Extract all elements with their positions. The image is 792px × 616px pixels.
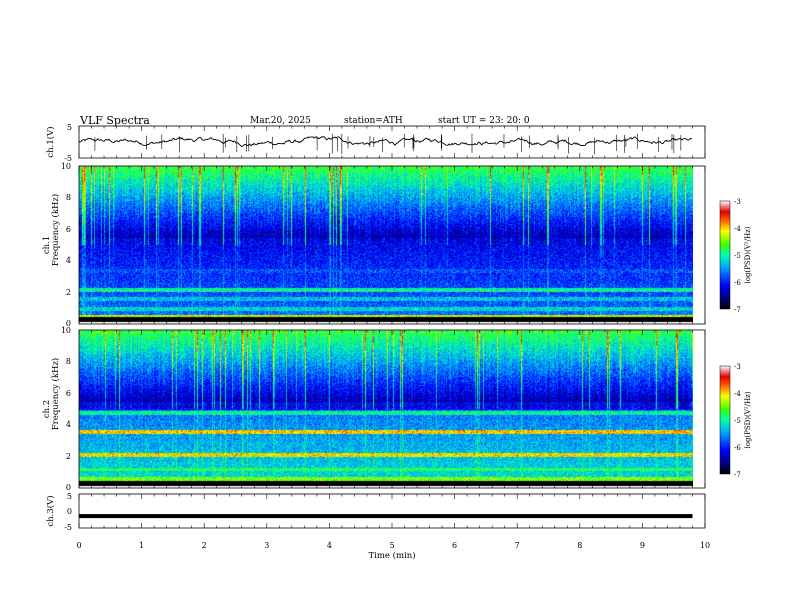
ch2-ytick-4: 4 xyxy=(66,420,71,429)
ch1-spec-xticks xyxy=(78,166,706,324)
ch3-ytick-mid: 0 xyxy=(67,507,72,516)
ch2-spec-xticks xyxy=(78,330,706,488)
ch2-colorbar-label: log(PSD)(V²/Hz) xyxy=(744,391,752,448)
date-label: Mar.20, 2025 xyxy=(250,116,311,126)
ch1-ytick-10: 10 xyxy=(61,162,71,171)
ch1-ytick-4: 4 xyxy=(66,256,71,265)
xtick-7: 7 xyxy=(515,541,520,550)
xtick-9: 9 xyxy=(640,541,645,550)
ch3-frame xyxy=(78,493,706,529)
ch1-cb-tick-m7: -7 xyxy=(734,306,741,314)
ch2-cb-tick-m3: -3 xyxy=(734,363,741,371)
ch3-xticks xyxy=(78,494,706,528)
xtick-5: 5 xyxy=(389,541,394,550)
ch2-spec-channel: ch.2 xyxy=(42,400,52,418)
ch1-cb-tick-m4: -4 xyxy=(734,225,741,233)
ch1-waveform-line xyxy=(78,136,693,148)
ch2-ytick-10: 10 xyxy=(61,326,71,335)
ch2-ytick-6: 6 xyxy=(66,389,71,398)
ch2-spectrogram-panel: 0 2 4 6 8 10 ch.2 Frequency (kHz) -3 -4 … xyxy=(42,326,752,492)
ch1-ytick-2: 2 xyxy=(66,288,71,297)
ch1-cb-tick-m3: -3 xyxy=(734,198,741,206)
ch1-cb-tick-m5: -5 xyxy=(734,252,741,260)
ch2-ytick-2: 2 xyxy=(66,452,71,461)
ch1-cb-tick-m6: -6 xyxy=(734,279,741,287)
x-axis-label: Time (min) xyxy=(368,550,415,561)
xtick-6: 6 xyxy=(452,541,457,550)
ch2-ytick-0: 0 xyxy=(66,483,71,492)
ch1-spectrogram-image xyxy=(79,166,693,324)
ch1-spikes xyxy=(94,133,682,155)
ch2-cb-tick-m7: -7 xyxy=(734,471,741,479)
ch1-ytick-6: 6 xyxy=(66,225,71,234)
start-time-label: start UT = 23: 20: 0 xyxy=(438,116,530,126)
ch2-colorbar xyxy=(719,365,731,475)
ch1-ytick-8: 8 xyxy=(66,193,71,202)
xtick-8: 8 xyxy=(577,541,582,550)
ch2-cb-tick-m6: -6 xyxy=(734,444,741,452)
ch1-ytick-top: 5 xyxy=(67,123,72,132)
ch1-ytick-0: 0 xyxy=(66,319,71,328)
xtick-0: 0 xyxy=(76,541,81,550)
xtick-2: 2 xyxy=(202,541,207,550)
ch1-ylabel: ch.1(V) xyxy=(45,126,56,157)
xtick-3: 3 xyxy=(264,541,269,550)
ch1-spec-channel: ch.1 xyxy=(42,236,52,254)
ch2-cb-tick-m4: -4 xyxy=(734,390,741,398)
ch3-ytick-top: 5 xyxy=(67,492,72,501)
ch2-spectrogram-image xyxy=(79,330,693,488)
ch1-spectrogram-panel: 0 2 4 6 8 10 ch.1 Frequency (kHz) -3 -4 … xyxy=(42,162,752,328)
figure-title: VLF Spectra xyxy=(79,114,150,127)
ch2-cb-tick-m5: -5 xyxy=(734,417,741,425)
ch1-spec-ylabel: Frequency (kHz) xyxy=(50,194,61,266)
ch3-waveform-panel: 5 0 -5 ch.3(V) xyxy=(45,492,706,532)
ch3-ytick-bottom: -5 xyxy=(64,523,72,532)
ch2-ytick-8: 8 xyxy=(66,357,71,366)
ch2-spec-ylabel: Frequency (kHz) xyxy=(50,358,61,430)
ch1-colorbar-label: log(PSD)(V²/Hz) xyxy=(744,226,752,283)
ch1-waveform-panel: 5 -5 ch.1(V) xyxy=(45,123,706,163)
xtick-10: 10 xyxy=(700,541,710,550)
ch3-ylabel: ch.3(V) xyxy=(45,495,56,526)
ch1-ytick-bottom: -5 xyxy=(64,154,72,163)
ch1-colorbar xyxy=(719,200,731,310)
ch3-waveform-line xyxy=(79,514,693,519)
ch1-xticks xyxy=(78,126,706,158)
xtick-1: 1 xyxy=(139,541,144,550)
station-label: station=ATH xyxy=(344,116,403,126)
xtick-4: 4 xyxy=(327,541,332,550)
